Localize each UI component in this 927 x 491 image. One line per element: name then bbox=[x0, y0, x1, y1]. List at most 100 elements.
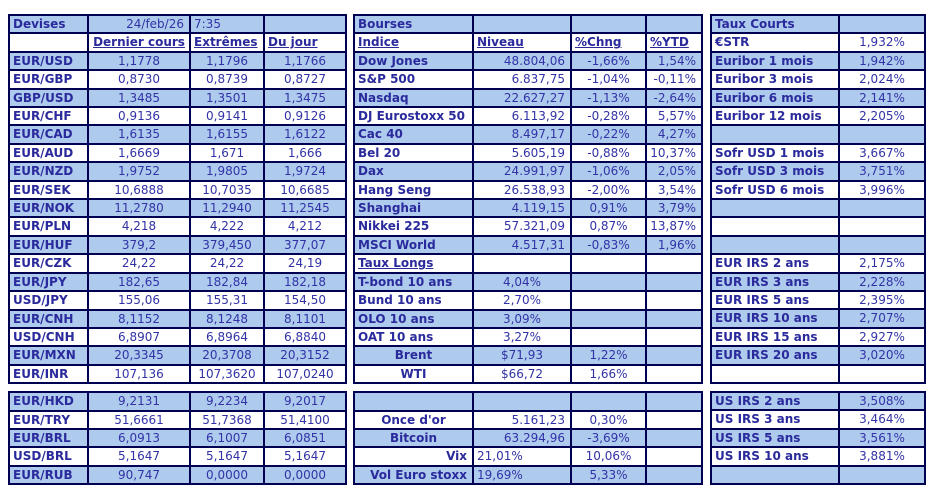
rate-value: 2,707% bbox=[838, 308, 926, 329]
devises-column-header-row: Dernier cours Extrêmes Du jour bbox=[8, 32, 347, 53]
day-rate: 0,9126 bbox=[263, 106, 347, 127]
table-row: EUR/TRY 51,6661 51,7368 51,4100 bbox=[8, 409, 347, 430]
currency-pair: EUR/HUF bbox=[8, 234, 89, 256]
bourses-table-bottom: Once d'or 5.161,23 0,30% Bitcoin 63.294,96 -3… bbox=[353, 391, 703, 486]
instrument-name: MSCI World bbox=[353, 234, 474, 256]
extreme-rate: 1,3501 bbox=[189, 87, 265, 109]
table-row: OLO 10 ans 3,09% bbox=[353, 308, 703, 329]
rate-name: Sofr USD 6 mois bbox=[710, 179, 840, 201]
change-pct: 0,30% bbox=[570, 409, 647, 430]
table-row: Hang Seng 26.538,93 -2,00% 3,54% bbox=[353, 179, 703, 201]
last-rate: 20,3345 bbox=[87, 345, 191, 366]
level-value: 4.517,31 bbox=[472, 234, 572, 256]
table-row: EUR/CAD 1,6135 1,6155 1,6122 bbox=[8, 124, 347, 145]
extreme-rate: 20,3708 bbox=[189, 345, 265, 366]
level-value: 5.161,23 bbox=[472, 409, 572, 430]
last-rate: 0,8730 bbox=[87, 69, 191, 90]
level-value: 6.837,75 bbox=[472, 69, 572, 90]
last-rate: 6,8907 bbox=[87, 326, 191, 348]
time-label: 7:35 bbox=[189, 13, 265, 35]
table-row: EUR/MXN 20,3345 20,3708 20,3152 bbox=[8, 345, 347, 366]
table-row bbox=[710, 216, 926, 237]
col-header-dernier-cours: Dernier cours bbox=[87, 32, 191, 53]
instrument-name: Vix bbox=[353, 446, 474, 467]
table-row: EUR/BRL 6,0913 6,1007 6,0851 bbox=[8, 427, 347, 449]
rate-name: Euribor 6 mois bbox=[710, 87, 840, 109]
bourses-column-header-row: Indice Niveau %Chng %YTD bbox=[353, 32, 703, 53]
extreme-rate: 6,1007 bbox=[189, 427, 265, 449]
extreme-rate: 182,84 bbox=[189, 271, 265, 293]
rate-value bbox=[838, 464, 926, 486]
table-row: USD/JPY 155,06 155,31 154,50 bbox=[8, 290, 347, 311]
last-rate: 4,218 bbox=[87, 216, 191, 237]
table-row bbox=[710, 198, 926, 219]
instrument-name: Vol Euro stoxx bbox=[353, 464, 474, 486]
last-rate: 379,2 bbox=[87, 234, 191, 256]
last-rate: 1,3485 bbox=[87, 87, 191, 109]
extreme-rate: 1,9805 bbox=[189, 161, 265, 182]
last-rate: 182,65 bbox=[87, 271, 191, 293]
level-value bbox=[472, 391, 572, 412]
day-rate: 6,0851 bbox=[263, 427, 347, 449]
table-row: WTI $66,72 1,66% bbox=[353, 363, 703, 385]
ytd-pct: -0,11% bbox=[645, 69, 703, 90]
table-row: Bel 20 5.605,19 -0,88% 10,37% bbox=[353, 142, 703, 164]
devises-header-row: Devises 24/feb/26 7:35 bbox=[8, 13, 347, 35]
taux-courts-title: Taux Courts bbox=[710, 13, 840, 35]
instrument-name: Cac 40 bbox=[353, 124, 474, 145]
currency-pair: EUR/MXN bbox=[8, 345, 89, 366]
table-row: Shanghai 4.119,15 0,91% 3,79% bbox=[353, 198, 703, 219]
extreme-rate: 107,3620 bbox=[189, 363, 265, 385]
rate-name bbox=[710, 234, 840, 256]
currency-pair: EUR/NOK bbox=[8, 198, 89, 219]
currency-pair: GBP/USD bbox=[8, 87, 89, 109]
rate-value: 2,141% bbox=[838, 87, 926, 109]
rate-name: US IRS 2 ans bbox=[710, 391, 840, 412]
rate-value: 3,881% bbox=[838, 446, 926, 467]
table-row: T-bond 10 ans 4,04% bbox=[353, 271, 703, 293]
last-rate: 107,136 bbox=[87, 363, 191, 385]
ytd-pct bbox=[645, 427, 703, 449]
change-pct: 0,87% bbox=[570, 216, 647, 237]
ytd-pct: 5,57% bbox=[645, 106, 703, 127]
table-row: Nasdaq 22.627,27 -1,13% -2,64% bbox=[353, 87, 703, 109]
table-row: Vix 21,01% 10,06% bbox=[353, 446, 703, 467]
rate-value: 2,395% bbox=[838, 290, 926, 311]
day-rate: 8,1101 bbox=[263, 308, 347, 329]
table-row: Dow Jones 48.804,06 -1,66% 1,54% bbox=[353, 50, 703, 72]
change-pct: -1,04% bbox=[570, 69, 647, 90]
ytd-pct bbox=[645, 409, 703, 430]
currency-pair: USD/CNH bbox=[8, 326, 89, 348]
date-label: 24/feb/26 bbox=[87, 13, 191, 35]
day-rate: 4,212 bbox=[263, 216, 347, 237]
level-value: 4.119,15 bbox=[472, 198, 572, 219]
table-row: Euribor 3 mois 2,024% bbox=[710, 69, 926, 90]
col-header-chng: %Chng bbox=[570, 32, 647, 53]
level-value: 24.991,97 bbox=[472, 161, 572, 182]
extreme-rate: 0,8739 bbox=[189, 69, 265, 90]
extreme-rate: 1,1796 bbox=[189, 50, 265, 72]
table-row: €STR 1,932% bbox=[710, 32, 926, 53]
rate-name: US IRS 5 ans bbox=[710, 427, 840, 449]
rate-value: 2,228% bbox=[838, 271, 926, 293]
rate-name bbox=[710, 216, 840, 237]
level-value: 22.627,27 bbox=[472, 87, 572, 109]
ytd-pct: 1,96% bbox=[645, 234, 703, 256]
currency-pair: EUR/INR bbox=[8, 363, 89, 385]
level-value: 4,04% bbox=[472, 271, 572, 293]
instrument-name: Bitcoin bbox=[353, 427, 474, 449]
table-row: Euribor 12 mois 2,205% bbox=[710, 106, 926, 127]
table-row: US IRS 3 ans 3,464% bbox=[710, 409, 926, 430]
table-row: DJ Eurostoxx 50 6.113,92 -0,28% 5,57% bbox=[353, 106, 703, 127]
table-row: Euribor 6 mois 2,141% bbox=[710, 87, 926, 109]
bourses-table: Bourses Indice Niveau %Chng %YTD Dow Jon… bbox=[353, 13, 703, 385]
level-value: 2,70% bbox=[472, 290, 572, 311]
table-row: Sofr USD 1 mois 3,667% bbox=[710, 142, 926, 164]
day-rate: 1,666 bbox=[263, 142, 347, 164]
change-pct: -2,00% bbox=[570, 179, 647, 201]
level-value: 57.321,09 bbox=[472, 216, 572, 237]
table-row: Nikkei 225 57.321,09 0,87% 13,87% bbox=[353, 216, 703, 237]
table-row: EUR/SEK 10,6888 10,7035 10,6685 bbox=[8, 179, 347, 201]
ytd-pct bbox=[645, 326, 703, 348]
table-row: Sofr USD 3 mois 3,751% bbox=[710, 161, 926, 182]
